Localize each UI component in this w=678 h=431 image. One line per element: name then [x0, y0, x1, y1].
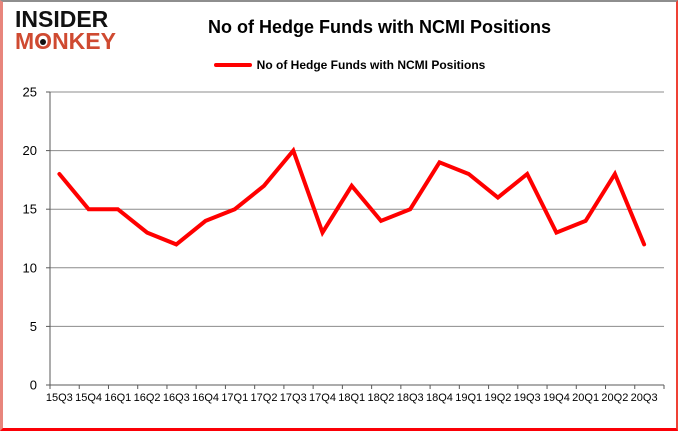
x-axis-label: 17Q3: [280, 392, 307, 404]
logo-line2-prefix: M: [15, 27, 35, 54]
x-axis-label: 16Q4: [192, 392, 219, 404]
legend: No of Hedge Funds with NCMI Positions: [43, 58, 656, 72]
y-axis-label: 10: [23, 260, 37, 275]
insider-monkey-logo: INSIDER MONKEY: [15, 6, 116, 54]
x-axis-label: 19Q3: [514, 392, 541, 404]
x-axis-label: 15Q3: [46, 392, 73, 404]
monkey-eye-dot: [40, 39, 47, 46]
x-axis-label: 15Q4: [75, 392, 102, 404]
x-axis-label: 16Q1: [104, 392, 131, 404]
x-axis-label: 17Q1: [221, 392, 248, 404]
y-axis-label: 5: [30, 319, 37, 334]
x-axis-label: 20Q2: [601, 392, 628, 404]
x-axis-label: 17Q4: [309, 392, 336, 404]
x-axis-label: 19Q4: [543, 392, 570, 404]
logo-line2-o: O: [34, 29, 52, 53]
x-axis-label: 19Q2: [484, 392, 511, 404]
logo-line1: INSIDER: [15, 6, 109, 32]
x-axis-label: 18Q2: [368, 392, 395, 404]
logo-line2-suffix: NKEY: [52, 27, 116, 54]
y-axis-label: 25: [23, 85, 37, 100]
x-axis-label: 20Q3: [631, 392, 658, 404]
x-axis-label: 19Q1: [455, 392, 482, 404]
logo-line2: MONKEY: [15, 27, 116, 54]
y-axis-label: 15: [23, 202, 37, 217]
x-axis-label: 18Q3: [397, 392, 424, 404]
legend-line-marker: [213, 63, 252, 67]
x-axis-label: 20Q1: [572, 392, 599, 404]
data-series-line: [57, 146, 647, 247]
x-axis-label: 16Q2: [134, 392, 161, 404]
legend-series-label: No of Hedge Funds with NCMI Positions: [256, 58, 486, 72]
x-axis-label: 18Q1: [338, 392, 365, 404]
y-axis-label: 20: [23, 143, 37, 158]
x-axis-label: 17Q2: [251, 392, 278, 404]
chart-title: No of Hedge Funds with NCMI Positions: [208, 17, 551, 37]
x-axis-label: 16Q3: [163, 392, 190, 404]
x-axis-label: 18Q4: [426, 392, 453, 404]
y-axis-label: 0: [30, 378, 37, 393]
